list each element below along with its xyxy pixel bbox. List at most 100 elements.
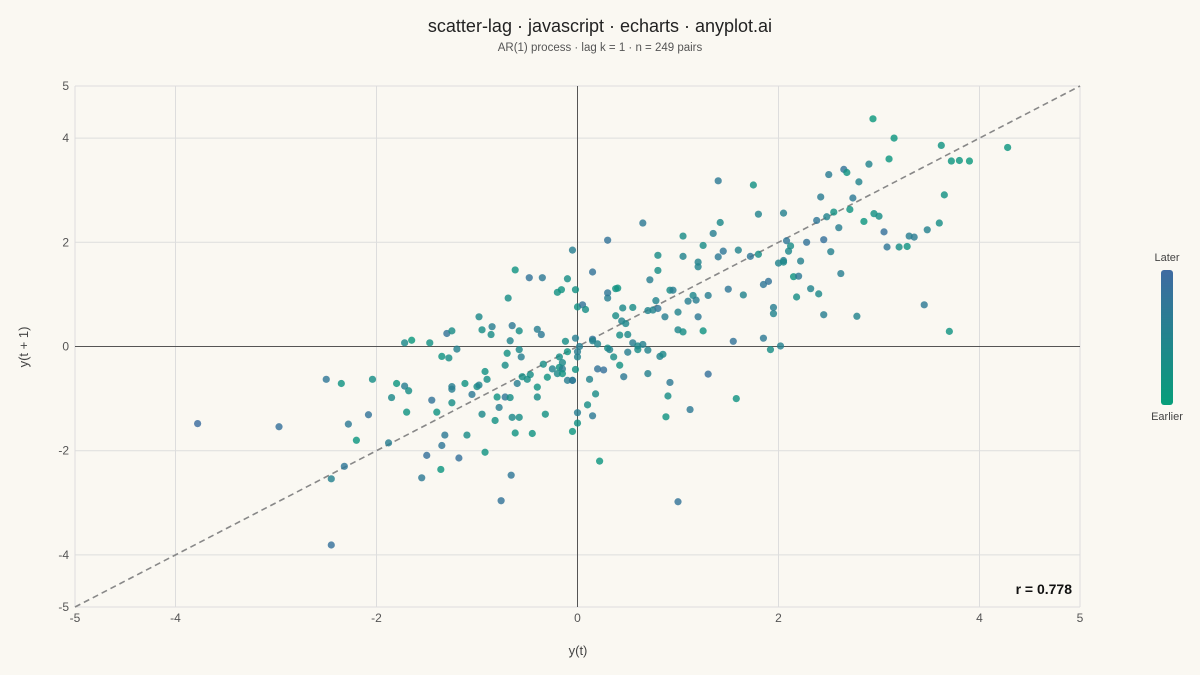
scatter-point bbox=[525, 274, 533, 282]
scatter-point bbox=[604, 236, 612, 244]
scatter-point bbox=[935, 219, 943, 227]
scatter-point bbox=[563, 348, 572, 356]
scatter-point bbox=[594, 340, 602, 348]
scatter-point bbox=[875, 212, 883, 220]
scatter-point bbox=[537, 330, 545, 339]
scatter-point bbox=[437, 465, 445, 474]
scatter-point bbox=[591, 390, 600, 398]
scatter-point bbox=[511, 429, 519, 437]
scatter-point bbox=[573, 409, 582, 417]
y-tick-label: -5 bbox=[58, 600, 69, 614]
scatter-point bbox=[734, 246, 742, 254]
scatter-point bbox=[699, 241, 707, 250]
scatter-point bbox=[719, 247, 727, 255]
scatter-point bbox=[769, 303, 778, 312]
scatter-point bbox=[448, 327, 456, 335]
scatter-point bbox=[754, 210, 763, 218]
scatter-point bbox=[337, 379, 345, 388]
y-tick-label: -2 bbox=[58, 444, 69, 458]
scatter-point bbox=[504, 294, 512, 302]
scatter-point bbox=[408, 336, 416, 344]
scatter-point bbox=[501, 361, 509, 369]
scatter-point bbox=[515, 327, 523, 335]
scatter-point bbox=[724, 285, 732, 293]
scatter-point bbox=[813, 216, 821, 225]
scatter-point bbox=[533, 383, 541, 391]
data-points bbox=[194, 115, 1012, 549]
scatter-point bbox=[403, 408, 411, 416]
scatter-point bbox=[405, 387, 413, 395]
scatter-point bbox=[585, 375, 594, 383]
scatter-point bbox=[423, 451, 431, 459]
scatter-point bbox=[923, 226, 931, 234]
scatter-point bbox=[776, 342, 785, 350]
scatter-point bbox=[754, 250, 763, 258]
scatter-point bbox=[387, 393, 396, 402]
correlation-annotation: r = 0.778 bbox=[1016, 581, 1073, 597]
scatter-point bbox=[616, 331, 624, 339]
scatter-point bbox=[955, 156, 964, 165]
scatter-point bbox=[507, 471, 515, 479]
scatter-point bbox=[455, 454, 463, 462]
y-tick-label: -4 bbox=[58, 548, 69, 562]
scatter-point bbox=[571, 365, 580, 374]
tick-labels: -5 -4 -2 0 2 4 5 -5 -4 -2 0 2 4 5 bbox=[58, 79, 1083, 625]
scatter-point bbox=[782, 237, 791, 245]
scatter-point bbox=[786, 242, 795, 250]
scatter-point bbox=[548, 365, 556, 373]
scatter-point bbox=[644, 346, 652, 354]
scatter-point bbox=[820, 311, 828, 319]
scatter-point bbox=[364, 411, 373, 419]
scatter-point bbox=[568, 427, 577, 436]
scatter-point bbox=[463, 431, 471, 439]
scatter-point bbox=[433, 408, 441, 416]
scatter-point bbox=[513, 379, 521, 388]
scatter-point bbox=[965, 157, 974, 165]
scatter-point bbox=[759, 334, 768, 342]
scatter-point bbox=[461, 379, 469, 388]
scatter-point bbox=[817, 193, 825, 201]
scatter-point bbox=[616, 361, 624, 369]
scatter-point bbox=[441, 431, 449, 439]
x-tick-label: 0 bbox=[574, 611, 581, 625]
scatter-point bbox=[558, 369, 567, 378]
scatter-point bbox=[704, 370, 712, 378]
scatter-point bbox=[684, 297, 692, 305]
scatter-point bbox=[508, 413, 516, 421]
scatter-point bbox=[588, 268, 597, 276]
scatter-point bbox=[468, 390, 476, 399]
scatter-point bbox=[903, 242, 911, 251]
scatter-point bbox=[418, 474, 426, 482]
scatter-point bbox=[646, 276, 654, 284]
chart-title: scatter-lag · javascript · echarts · any… bbox=[428, 16, 772, 36]
scatter-point bbox=[654, 251, 662, 259]
scatter-point bbox=[803, 238, 811, 246]
scatter-point bbox=[629, 303, 637, 312]
scatter-point bbox=[654, 266, 662, 275]
scatter-point bbox=[557, 286, 566, 294]
scatter-point bbox=[666, 378, 674, 387]
scatter-point bbox=[820, 236, 828, 244]
scatter-point bbox=[853, 312, 861, 320]
scatter-point bbox=[612, 312, 620, 320]
x-tick-label: 4 bbox=[976, 611, 983, 625]
scatter-point bbox=[481, 448, 489, 456]
scatter-point bbox=[506, 337, 514, 345]
scatter-point bbox=[322, 375, 330, 383]
scatter-point bbox=[837, 269, 845, 278]
scatter-point bbox=[855, 178, 863, 186]
scatter-point bbox=[679, 232, 687, 240]
x-tick-label: 5 bbox=[1077, 611, 1084, 625]
scatter-point bbox=[401, 339, 409, 347]
scatter-point bbox=[1004, 143, 1012, 152]
scatter-point bbox=[539, 360, 547, 368]
scatter-point bbox=[679, 328, 687, 336]
scatter-point bbox=[624, 348, 632, 356]
scatter-point bbox=[526, 371, 534, 379]
scatter-point bbox=[797, 257, 805, 265]
scatter-point bbox=[497, 497, 505, 505]
scatter-point bbox=[506, 393, 514, 402]
scatter-point bbox=[438, 441, 446, 450]
scatter-point bbox=[428, 396, 436, 404]
